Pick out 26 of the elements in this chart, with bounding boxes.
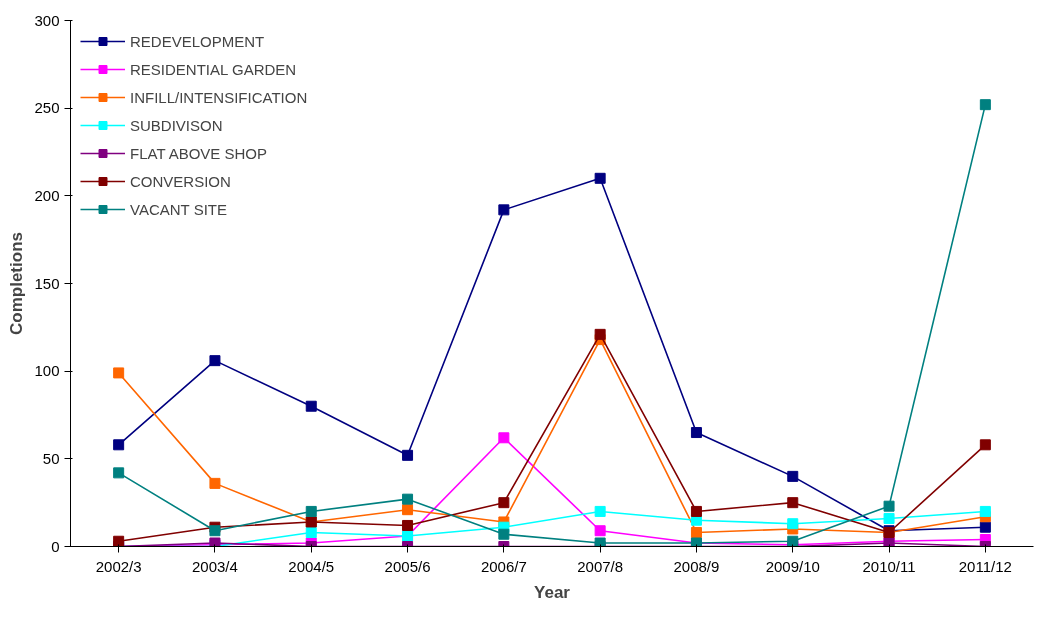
x-tick-label: 2010/11 — [862, 557, 916, 575]
y-tick-label: 200 — [34, 186, 60, 204]
legend-label: CONVERSION — [130, 171, 231, 192]
y-tick-label: 0 — [51, 537, 60, 555]
legend-label: VACANT SITE — [130, 199, 227, 220]
y-tick-label: 250 — [34, 99, 60, 117]
y-tick-label: 100 — [34, 362, 60, 380]
x-tick-label: 2002/3 — [95, 557, 142, 575]
y-tick-label: 300 — [34, 11, 60, 29]
x-axis-title: Year — [534, 582, 571, 602]
legend-label: RESIDENTIAL GARDEN — [130, 59, 297, 80]
y-tick-label: 50 — [42, 449, 60, 467]
x-tick-label: 2009/10 — [765, 557, 820, 575]
x-tick-label: 2005/6 — [384, 557, 431, 575]
x-tick-label: 2007/8 — [577, 557, 624, 575]
x-tick-label: 2006/7 — [480, 557, 527, 575]
y-axis-title: Completions — [7, 232, 27, 335]
legend-label: SUBDIVISON — [130, 115, 223, 136]
legend-label: FLAT ABOVE SHOP — [130, 143, 267, 164]
x-tick-label: 2008/9 — [673, 557, 720, 575]
legend-label: REDEVELOPMENT — [130, 31, 265, 52]
x-tick-label: 2004/5 — [288, 557, 335, 575]
legend-label: INFILL/INTENSIFICATION — [130, 87, 308, 108]
x-tick-label: 2011/12 — [958, 557, 1012, 575]
y-tick-label: 150 — [34, 274, 60, 292]
x-tick-label: 2003/4 — [192, 557, 238, 575]
